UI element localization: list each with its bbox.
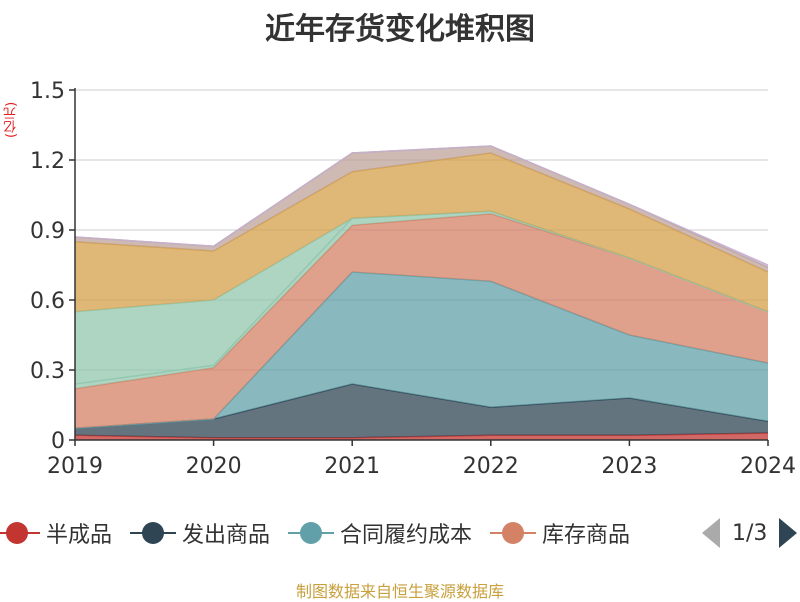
area-layers [74,145,769,440]
legend-item-0[interactable]: 半成品 [0,517,112,549]
y-tick-label-0: 0 [51,429,65,454]
legend-item-label: 库存商品 [542,523,631,548]
y-tick-label-2: 0.6 [30,289,65,314]
legend-item-1[interactable]: 发出商品 [130,517,270,549]
area-series-1[interactable] [75,384,768,438]
x-tick-label-0: 2019 [47,454,103,479]
legend-prev-page-icon[interactable] [702,518,720,548]
legend-page-number: 1/3 [732,520,768,546]
y-tick-label-1: 0.3 [30,359,65,384]
legend-pager: 1/3 [702,512,798,554]
data-source-note: 制图数据来自恒生聚源数据库 [295,582,504,601]
area-series-7[interactable] [75,146,768,272]
area-series-3[interactable] [75,213,768,429]
area-series-2[interactable] [75,272,768,429]
legend-next-page-icon[interactable] [779,518,798,548]
legend-marker-icon [490,519,537,547]
area-series-6[interactable] [75,153,768,312]
legend-items-viewport: 半成品 发出商品 合同履约成本 库存商品 [0,512,690,554]
legend-items: 半成品 发出商品 合同履约成本 库存商品 [0,517,648,549]
legend-marker-icon [288,519,335,547]
x-tick-label-3: 2022 [463,454,519,479]
legend-item-label: 发出商品 [182,523,271,548]
chart-title: 近年存货变化堆积图 [265,12,535,47]
axes [69,88,769,446]
y-tick-label-3: 0.9 [30,219,65,244]
x-tick-label-5: 2024 [740,454,796,479]
x-tick-label-1: 2020 [186,454,242,479]
y-tick-label-4: 1.2 [30,149,65,174]
x-tick-label-4: 2023 [601,454,657,479]
x-tick-label-2: 2021 [324,454,380,479]
legend: 半成品 发出商品 合同履约成本 库存商品 1/3 [0,512,800,554]
area-series-5[interactable] [75,211,768,384]
legend-item-2[interactable]: 合同履约成本 [288,517,472,549]
y-tick-label-5: 1.5 [30,79,65,104]
legend-item-3[interactable]: 库存商品 [490,517,630,549]
legend-marker-icon [0,519,40,547]
area-series-line-8 [74,145,769,266]
legend-item-label: 半成品 [46,523,113,548]
legend-item-label: 合同履约成本 [340,523,473,548]
legend-marker-icon [130,519,177,547]
tick-labels: 0 0.3 0.6 0.9 1.2 1.5 2019 2020 2021 2022 2023 2024 [30,79,796,479]
